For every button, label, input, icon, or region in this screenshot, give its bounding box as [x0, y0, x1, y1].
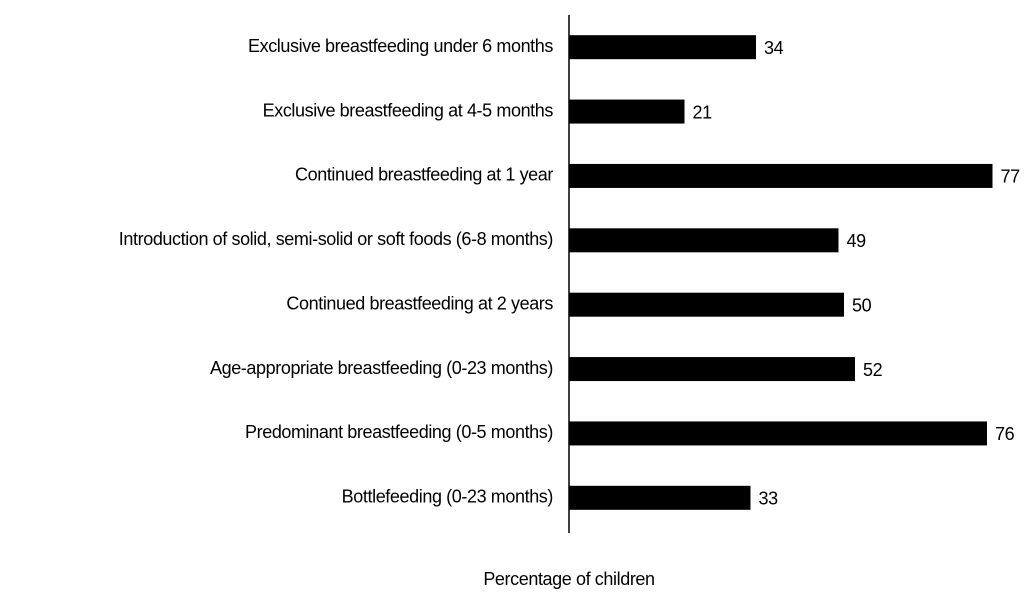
value-label: 34: [764, 38, 784, 58]
category-label: Introduction of solid, semi-solid or sof…: [119, 229, 553, 249]
category-label: Continued breastfeeding at 1 year: [295, 165, 553, 185]
value-label: 49: [847, 231, 867, 251]
category-label: Bottlefeeding (0-23 months): [342, 487, 553, 507]
value-label: 76: [995, 424, 1015, 444]
bar: [569, 421, 987, 446]
category-label: Exclusive breastfeeding at 4-5 months: [263, 100, 554, 120]
bar: [569, 163, 993, 188]
value-label: 50: [852, 295, 872, 315]
value-label: 33: [759, 489, 779, 509]
value-label: 52: [863, 360, 883, 380]
category-label: Age-appropriate breastfeeding (0-23 mont…: [210, 358, 553, 378]
value-label: 77: [1001, 167, 1021, 187]
bar: [569, 35, 756, 60]
category-label: Predominant breastfeeding (0-5 months): [245, 422, 553, 442]
bar: [569, 99, 685, 124]
x-axis-label: Percentage of children: [483, 569, 654, 589]
value-label: 21: [693, 102, 713, 122]
bar: [569, 228, 839, 253]
bar: [569, 292, 844, 317]
category-label: Exclusive breastfeeding under 6 months: [248, 36, 553, 56]
category-label: Continued breastfeeding at 2 years: [286, 293, 553, 313]
bar: [569, 357, 855, 382]
bar: [569, 485, 751, 510]
